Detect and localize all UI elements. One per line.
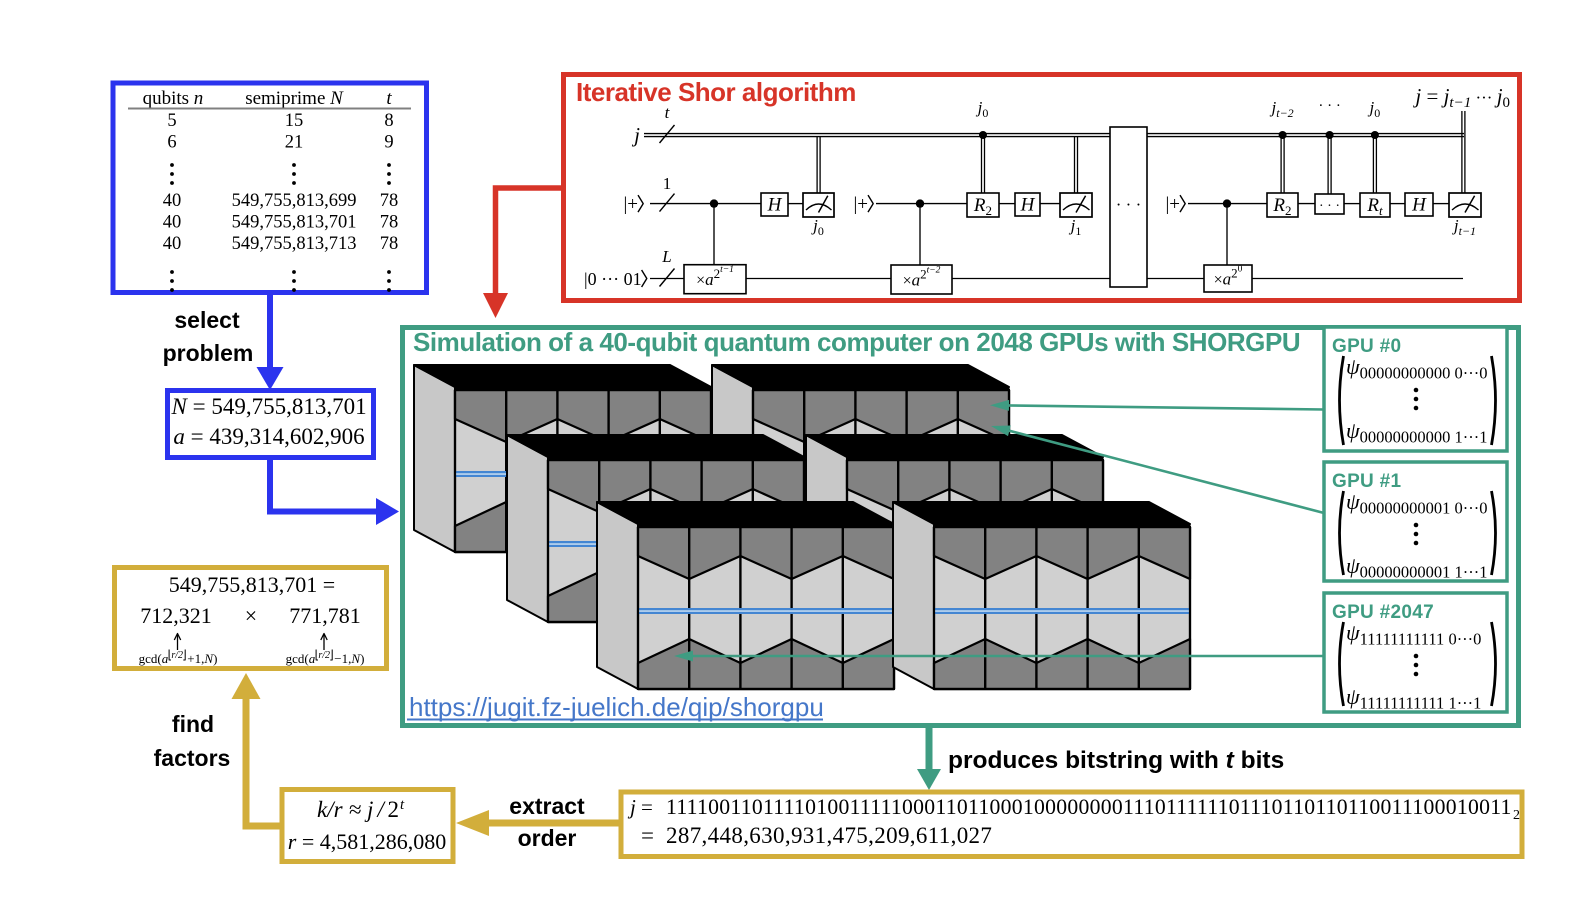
svg-text:H: H (767, 195, 783, 216)
svg-text:r/2: r/2 (171, 650, 183, 661)
svg-text:find: find (172, 711, 214, 737)
svg-text:40: 40 (163, 213, 182, 233)
svg-text:×a2t−1: ×a2t−1 (696, 265, 734, 289)
svg-text:549,755,813,701: 549,755,813,701 (232, 213, 357, 233)
svg-text:k/r: k/r (317, 797, 344, 822)
svg-text:jt−1: jt−1 (1452, 216, 1476, 238)
svg-text:78: 78 (380, 234, 399, 254)
svg-text:−1,N): −1,N) (334, 651, 364, 666)
svg-text:semiprime N: semiprime N (245, 88, 344, 109)
svg-text:40: 40 (163, 234, 182, 254)
svg-text:j = jt−1 ··· j0: j = jt−1 ··· j0 (1412, 84, 1510, 111)
svg-text:GPU #1: GPU #1 (1332, 471, 1402, 492)
svg-text:|+: |+ (1166, 194, 1181, 215)
svg-text:1: 1 (663, 174, 672, 193)
svg-text:H: H (1020, 195, 1036, 216)
svg-text:21: 21 (285, 133, 304, 153)
svg-text:ψ00000000000 0···0: ψ00000000000 0···0 (1346, 354, 1488, 383)
svg-text:ψ00000000001 1···1: ψ00000000001 1···1 (1346, 553, 1488, 582)
svg-text:gcd(a: gcd(a (286, 651, 316, 666)
svg-text:GPU #2047: GPU #2047 (1332, 602, 1434, 623)
svg-text:/: / (376, 797, 387, 822)
svg-text:|+: |+ (854, 194, 869, 215)
svg-text:×: × (245, 603, 257, 628)
svg-text:40: 40 (163, 191, 182, 211)
svg-text:ψ11111111111 1···1: ψ11111111111 1···1 (1346, 684, 1481, 713)
svg-text:×a20: ×a20 (1214, 265, 1243, 289)
svg-text:a = 439,314,602,906: a = 439,314,602,906 (173, 424, 364, 449)
svg-text:gcd(a: gcd(a (139, 651, 169, 666)
svg-text:· · ·: · · · (1318, 98, 1341, 114)
svg-text:L: L (661, 247, 671, 266)
svg-text:https://jugit.fz-juelich.de/qi: https://jugit.fz-juelich.de/qip/shorgpu (409, 692, 824, 722)
svg-text:549,755,813,701 =: 549,755,813,701 = (169, 572, 335, 597)
svg-text:|0 ··· 01: |0 ··· 01 (584, 269, 642, 289)
svg-text:j: j (627, 795, 636, 819)
svg-text:R2: R2 (973, 195, 992, 218)
svg-text:78: 78 (380, 191, 399, 211)
svg-text:ψ11111111111 0···0: ψ11111111111 0···0 (1346, 620, 1481, 649)
svg-text:· · ·: · · · (1319, 199, 1340, 214)
svg-text:771,781: 771,781 (289, 603, 361, 628)
svg-text:|+: |+ (624, 194, 639, 215)
svg-text:78: 78 (380, 213, 399, 233)
svg-text:j: j (364, 797, 373, 822)
svg-text:6: 6 (167, 133, 176, 153)
svg-text:order: order (518, 825, 577, 851)
svg-text:j: j (631, 123, 640, 147)
svg-text:=: = (641, 823, 654, 848)
svg-text:N = 549,755,813,701: N = 549,755,813,701 (171, 394, 367, 419)
svg-text:15: 15 (285, 111, 304, 131)
svg-text:GPU #0: GPU #0 (1332, 336, 1401, 357)
svg-text:549,755,813,713: 549,755,813,713 (232, 234, 357, 254)
svg-text:r/2: r/2 (318, 650, 330, 661)
svg-text:H: H (1411, 195, 1427, 216)
svg-text:549,755,813,699: 549,755,813,699 (232, 191, 357, 211)
svg-text:2: 2 (1513, 808, 1520, 823)
svg-text:j0: j0 (976, 98, 989, 120)
svg-text:jt−2: jt−2 (1270, 98, 1294, 120)
svg-text:2: 2 (388, 797, 400, 822)
svg-text:+1,N): +1,N) (187, 651, 217, 666)
svg-text:t: t (400, 797, 405, 813)
svg-text:287,448,630,931,475,209,611,02: 287,448,630,931,475,209,611,027 (666, 823, 992, 848)
svg-text:j0: j0 (811, 216, 824, 238)
svg-text:ψ00000000000 1···1: ψ00000000000 1···1 (1346, 418, 1488, 447)
svg-text:8: 8 (384, 111, 393, 131)
svg-text:≈: ≈ (349, 797, 362, 822)
svg-text:qubits n: qubits n (143, 88, 204, 109)
svg-text:5: 5 (167, 111, 176, 131)
svg-text:712,321: 712,321 (140, 603, 212, 628)
svg-text:t: t (386, 88, 392, 109)
svg-text:extract: extract (509, 793, 585, 819)
svg-text:select: select (174, 307, 240, 333)
svg-text:111100110111101001111100011011: 1111001101111010011111000110110001000000… (666, 795, 1512, 819)
svg-text:problem: problem (163, 340, 254, 366)
svg-text:Iterative Shor algorithm: Iterative Shor algorithm (576, 77, 856, 107)
svg-text:=: = (641, 795, 653, 819)
svg-text:j1: j1 (1069, 216, 1082, 238)
svg-text:factors: factors (154, 745, 231, 771)
svg-text:Simulation of a 40-qubit quant: Simulation of a 40-qubit quantum compute… (413, 327, 1300, 357)
svg-text:· · ·: · · · (1116, 195, 1141, 214)
svg-text:Rt: Rt (1366, 195, 1383, 218)
svg-text:j0: j0 (1368, 98, 1381, 120)
svg-text:r = 4,581,286,080: r = 4,581,286,080 (288, 829, 446, 854)
svg-text:t: t (665, 103, 671, 122)
svg-text:×a2t−2: ×a2t−2 (903, 266, 941, 290)
svg-text:9: 9 (384, 133, 393, 153)
svg-text:ψ00000000001 0···0: ψ00000000001 0···0 (1346, 489, 1488, 518)
svg-text:R2: R2 (1272, 195, 1291, 218)
svg-text:produces bitstring with t bits: produces bitstring with t bits (948, 747, 1284, 774)
